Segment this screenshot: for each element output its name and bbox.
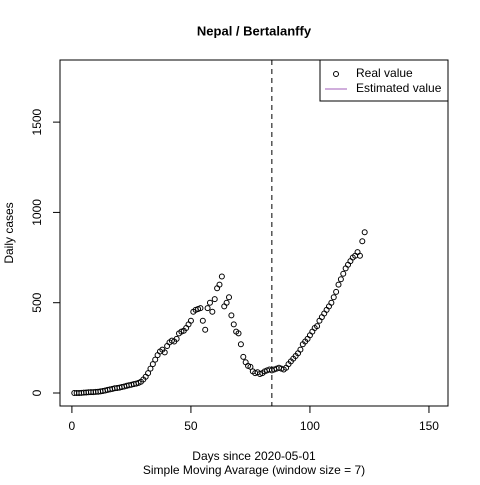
point (228, 312, 235, 319)
y-axis-label: Daily cases (2, 202, 16, 263)
point (147, 365, 154, 372)
point (356, 252, 363, 259)
point (161, 349, 168, 356)
legend-box (319, 59, 449, 102)
point (240, 353, 247, 360)
point (333, 288, 340, 295)
point (216, 281, 223, 288)
x-axis-label: Days since 2020-05-01 (192, 449, 316, 463)
subtitle: Simple Moving Avarage (window size = 7) (143, 463, 365, 477)
y-tick-label: 500 (30, 292, 44, 312)
x-tick-label: 100 (300, 419, 320, 433)
point (223, 299, 230, 306)
point (237, 341, 244, 348)
plot-box (59, 59, 449, 407)
point (173, 335, 180, 342)
point (204, 305, 211, 312)
y-tick-label: 0 (30, 389, 44, 396)
x-tick-label: 50 (184, 419, 198, 433)
legend-label: Estimated value (356, 81, 442, 95)
point (209, 308, 216, 315)
point (226, 294, 233, 301)
point (247, 363, 254, 370)
point (206, 299, 213, 306)
point (230, 321, 237, 328)
point (328, 299, 335, 306)
legend-marker (333, 71, 339, 77)
point (330, 294, 337, 301)
point (335, 281, 342, 288)
point (149, 361, 156, 368)
point (361, 229, 368, 236)
point (340, 270, 347, 277)
chart-title: Nepal / Bertalanffy (197, 23, 312, 38)
point (297, 346, 304, 353)
point (211, 296, 218, 303)
y-tick-label: 1000 (30, 199, 44, 226)
point (359, 238, 366, 245)
point (337, 276, 344, 283)
point (145, 370, 152, 377)
point (314, 323, 321, 330)
x-tick-label: 150 (419, 419, 439, 433)
point (152, 356, 159, 363)
point (187, 317, 194, 324)
y-tick-label: 1500 (30, 108, 44, 135)
legend-label: Real value (356, 66, 413, 80)
point (197, 305, 204, 312)
point (202, 326, 209, 333)
point (199, 317, 206, 324)
point (218, 273, 225, 280)
point (235, 330, 242, 337)
x-tick-label: 0 (69, 419, 76, 433)
